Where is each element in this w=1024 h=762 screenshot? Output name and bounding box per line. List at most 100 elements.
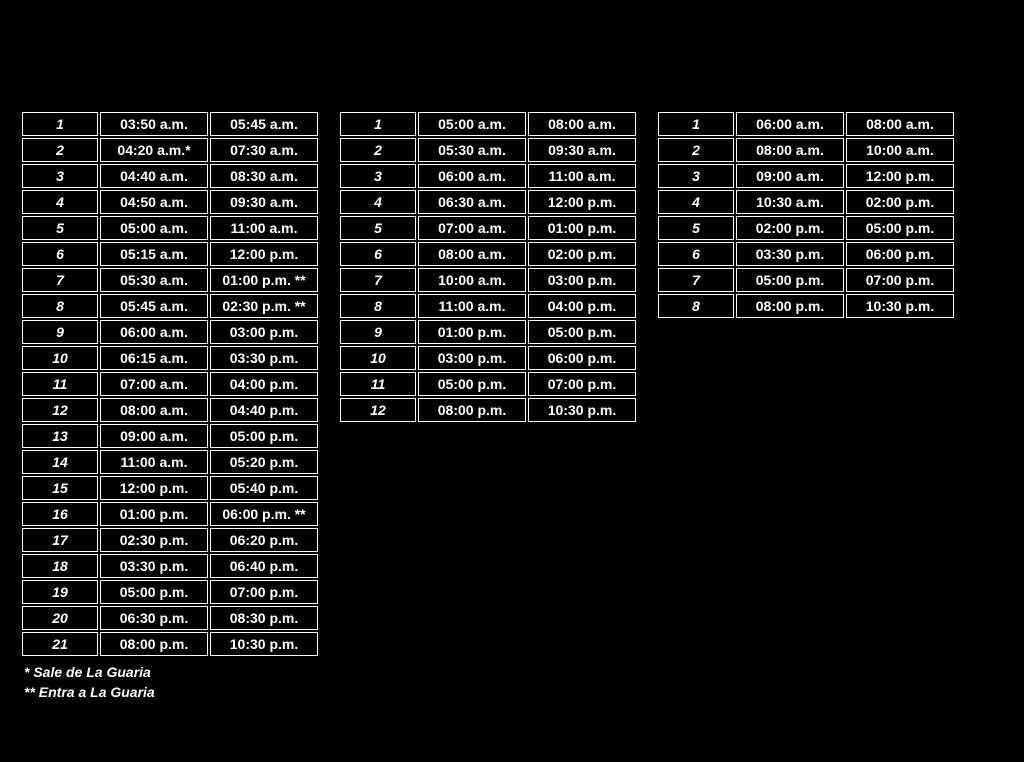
table-row: 1601:00 p.m.06:00 p.m. ** [22, 502, 318, 526]
departure-time: 03:50 a.m. [100, 112, 208, 136]
table-row: 404:50 a.m.09:30 a.m. [22, 190, 318, 214]
departure-time: 05:00 p.m. [736, 268, 844, 292]
row-number: 7 [340, 268, 416, 292]
row-number: 1 [22, 112, 98, 136]
table-row: 710:00 a.m.03:00 p.m. [340, 268, 636, 292]
table-row: 1208:00 p.m.10:30 p.m. [340, 398, 636, 422]
departure-time: 01:00 p.m. [418, 320, 526, 344]
arrival-time: 05:00 p.m. [846, 216, 954, 240]
schedule-block-1: 103:50 a.m.05:45 a.m.204:20 a.m.*07:30 a… [20, 110, 320, 702]
departure-time: 12:00 p.m. [100, 476, 208, 500]
arrival-time: 02:30 p.m. ** [210, 294, 318, 318]
table-row: 204:20 a.m.*07:30 a.m. [22, 138, 318, 162]
arrival-time: 06:00 p.m. ** [210, 502, 318, 526]
departure-time: 05:00 a.m. [418, 112, 526, 136]
departure-time: 08:00 p.m. [100, 632, 208, 656]
departure-time: 04:50 a.m. [100, 190, 208, 214]
table-row: 410:30 a.m.02:00 p.m. [658, 190, 954, 214]
arrival-time: 11:00 a.m. [528, 164, 636, 188]
row-number: 11 [22, 372, 98, 396]
arrival-time: 11:00 a.m. [210, 216, 318, 240]
schedule-table-3: 106:00 a.m.08:00 a.m.208:00 a.m.10:00 a.… [656, 110, 956, 320]
arrival-time: 02:00 p.m. [528, 242, 636, 266]
arrival-time: 06:00 p.m. [528, 346, 636, 370]
departure-time: 08:00 p.m. [418, 398, 526, 422]
departure-time: 05:00 a.m. [100, 216, 208, 240]
row-number: 4 [340, 190, 416, 214]
table-row: 906:00 a.m.03:00 p.m. [22, 320, 318, 344]
table-row: 1107:00 a.m.04:00 p.m. [22, 372, 318, 396]
arrival-time: 07:00 p.m. [210, 580, 318, 604]
departure-time: 10:30 a.m. [736, 190, 844, 214]
row-number: 10 [22, 346, 98, 370]
row-number: 14 [22, 450, 98, 474]
row-number: 6 [22, 242, 98, 266]
schedule-container: 103:50 a.m.05:45 a.m.204:20 a.m.*07:30 a… [0, 0, 1024, 712]
table-row: 2108:00 p.m.10:30 p.m. [22, 632, 318, 656]
arrival-time: 03:00 p.m. [528, 268, 636, 292]
footnotes: * Sale de La Guaria ** Entra a La Guaria [20, 662, 320, 702]
table-row: 608:00 a.m.02:00 p.m. [340, 242, 636, 266]
row-number: 4 [658, 190, 734, 214]
table-row: 304:40 a.m.08:30 a.m. [22, 164, 318, 188]
departure-time: 04:40 a.m. [100, 164, 208, 188]
departure-time: 06:15 a.m. [100, 346, 208, 370]
table-row: 205:30 a.m.09:30 a.m. [340, 138, 636, 162]
departure-time: 06:30 a.m. [418, 190, 526, 214]
row-number: 3 [340, 164, 416, 188]
departure-time: 05:45 a.m. [100, 294, 208, 318]
footnote-2: ** Entra a La Guaria [24, 682, 320, 702]
row-number: 19 [22, 580, 98, 604]
arrival-time: 05:00 p.m. [528, 320, 636, 344]
table-row: 805:45 a.m.02:30 p.m. ** [22, 294, 318, 318]
departure-time: 09:00 a.m. [100, 424, 208, 448]
departure-time: 08:00 a.m. [418, 242, 526, 266]
arrival-time: 04:40 p.m. [210, 398, 318, 422]
arrival-time: 01:00 p.m. ** [210, 268, 318, 292]
arrival-time: 12:00 p.m. [528, 190, 636, 214]
row-number: 8 [340, 294, 416, 318]
arrival-time: 01:00 p.m. [528, 216, 636, 240]
schedule-block-2: 105:00 a.m. 08:00 a.m. 205:30 a.m.09:30 a.… [338, 110, 638, 424]
schedule-table-2: 105:00 a.m. 08:00 a.m. 205:30 a.m.09:30 a.… [338, 110, 638, 424]
departure-time: 04:20 a.m.* [100, 138, 208, 162]
table-row: 1803:30 p.m.06:40 p.m. [22, 554, 318, 578]
departure-time: 06:00 a.m. [100, 320, 208, 344]
row-number: 8 [22, 294, 98, 318]
departure-time: 10:00 a.m. [418, 268, 526, 292]
row-number: 10 [340, 346, 416, 370]
row-number: 13 [22, 424, 98, 448]
table-row: 309:00 a.m.12:00 p.m. [658, 164, 954, 188]
row-number: 18 [22, 554, 98, 578]
row-number: 1 [340, 112, 416, 136]
departure-time: 01:00 p.m. [100, 502, 208, 526]
row-number: 15 [22, 476, 98, 500]
row-number: 3 [22, 164, 98, 188]
departure-time: 06:00 a.m. [736, 112, 844, 136]
footnote-1: * Sale de La Guaria [24, 662, 320, 682]
table-row: 507:00 a.m.01:00 p.m. [340, 216, 636, 240]
arrival-time: 05:00 p.m. [210, 424, 318, 448]
row-number: 9 [340, 320, 416, 344]
departure-time: 08:00 a.m. [100, 398, 208, 422]
row-number: 12 [340, 398, 416, 422]
row-number: 16 [22, 502, 98, 526]
departure-time: 05:30 a.m. [418, 138, 526, 162]
table-row: 1208:00 a.m.04:40 p.m. [22, 398, 318, 422]
row-number: 5 [22, 216, 98, 240]
departure-time: 03:30 p.m. [100, 554, 208, 578]
arrival-time: 05:20 p.m. [210, 450, 318, 474]
departure-time: 11:00 a.m. [100, 450, 208, 474]
row-number: 7 [22, 268, 98, 292]
table-row: 2006:30 p.m.08:30 p.m. [22, 606, 318, 630]
row-number: 11 [340, 372, 416, 396]
arrival-time: 05:45 a.m. [210, 112, 318, 136]
departure-time: 08:00 a.m. [736, 138, 844, 162]
arrival-time: 09:30 a.m. [210, 190, 318, 214]
arrival-time: 03:30 p.m. [210, 346, 318, 370]
table-row: 1411:00 a.m.05:20 p.m. [22, 450, 318, 474]
row-number: 9 [22, 320, 98, 344]
departure-time: 05:00 p.m. [100, 580, 208, 604]
table-row: 1309:00 a.m.05:00 p.m. [22, 424, 318, 448]
table-row: 208:00 a.m.10:00 a.m. [658, 138, 954, 162]
